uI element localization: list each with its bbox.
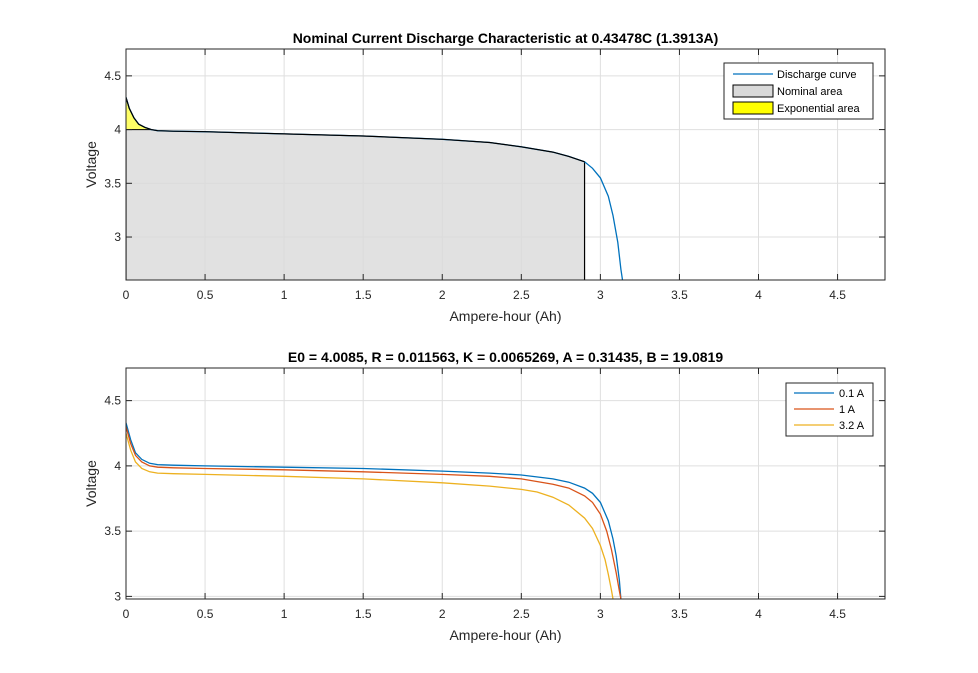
- nominal-curve-overlay: [126, 97, 585, 163]
- x-axis-label: Ampere-hour (Ah): [449, 308, 561, 324]
- x-tick-label: 4: [755, 607, 762, 621]
- x-tick-label: 1: [281, 607, 288, 621]
- x-tick-label: 2: [439, 288, 446, 302]
- series-line-0-1-a: [126, 422, 622, 599]
- y-tick-label: 4: [114, 459, 121, 473]
- x-tick-label: 3: [597, 607, 604, 621]
- grid: [125, 368, 885, 599]
- nominal-area: [126, 129, 585, 280]
- y-tick-label: 3: [114, 230, 121, 244]
- legend-label: Discharge curve: [777, 69, 856, 81]
- x-tick-label: 4.5: [829, 607, 846, 621]
- y-axis-label: Voltage: [83, 460, 99, 507]
- axes-box: [125, 48, 886, 281]
- subplot-2: 0 0.5 1 1.5 2 2.5 3 3.5 4 4.5 3 3.5 4 4.5 E0 = 4.0085,…: [83, 349, 886, 643]
- plot-content: [126, 97, 624, 280]
- legend-label: 3.2 A: [839, 420, 865, 432]
- x-tick-label: 3: [597, 288, 604, 302]
- legend-label: Exponential area: [777, 103, 860, 115]
- x-tick-label: 2: [439, 607, 446, 621]
- x-tick-label: 1: [281, 288, 288, 302]
- axes-box: [125, 367, 886, 600]
- legend: 0.1 A 1 A 3.2 A: [785, 382, 874, 437]
- legend-label: 0.1 A: [839, 388, 865, 400]
- x-tick-label: 0.5: [197, 288, 214, 302]
- x-tick-label: 3.5: [671, 607, 688, 621]
- y-tick-label: 3.5: [104, 524, 121, 538]
- y-tick-label: 3: [114, 589, 121, 603]
- legend-swatch: [732, 84, 774, 98]
- y-tick-label: 4.5: [104, 69, 121, 83]
- y-tick-label: 4: [114, 123, 121, 137]
- y-tick-label: 3.5: [104, 176, 121, 190]
- legend-label: 1 A: [839, 404, 856, 416]
- x-axis-label: Ampere-hour (Ah): [449, 627, 561, 643]
- x-tick-label: 4: [755, 288, 762, 302]
- legend: Discharge curve Nominal area Exponential a…: [723, 62, 874, 120]
- x-tick-label: 1.5: [355, 607, 372, 621]
- series-line-1-a: [126, 426, 622, 599]
- series-line-3-2-a: [126, 433, 614, 599]
- y-tick-label: 4.5: [104, 394, 121, 408]
- y-axis-label: Voltage: [83, 141, 99, 188]
- x-tick-label: 4.5: [829, 288, 846, 302]
- x-tick-label: 0: [123, 607, 130, 621]
- subplot-1: 0 0.5 1 1.5 2 2.5 3 3.5 4 4.5 3 3.5 4 4.5 Nominal Curr…: [83, 30, 886, 324]
- x-tick-label: 2.5: [513, 288, 530, 302]
- x-tick-label: 0: [123, 288, 130, 302]
- legend-label: Nominal area: [777, 86, 843, 98]
- legend-swatch: [732, 101, 774, 115]
- plot-area: [126, 368, 885, 599]
- chart-title: E0 = 4.0085, R = 0.011563, K = 0.0065269…: [288, 349, 723, 365]
- chart-title: Nominal Current Discharge Characteristic…: [293, 30, 719, 46]
- x-tick-label: 2.5: [513, 607, 530, 621]
- plot-content: [126, 422, 622, 599]
- x-tick-label: 0.5: [197, 607, 214, 621]
- x-tick-label: 3.5: [671, 288, 688, 302]
- x-tick-label: 1.5: [355, 288, 372, 302]
